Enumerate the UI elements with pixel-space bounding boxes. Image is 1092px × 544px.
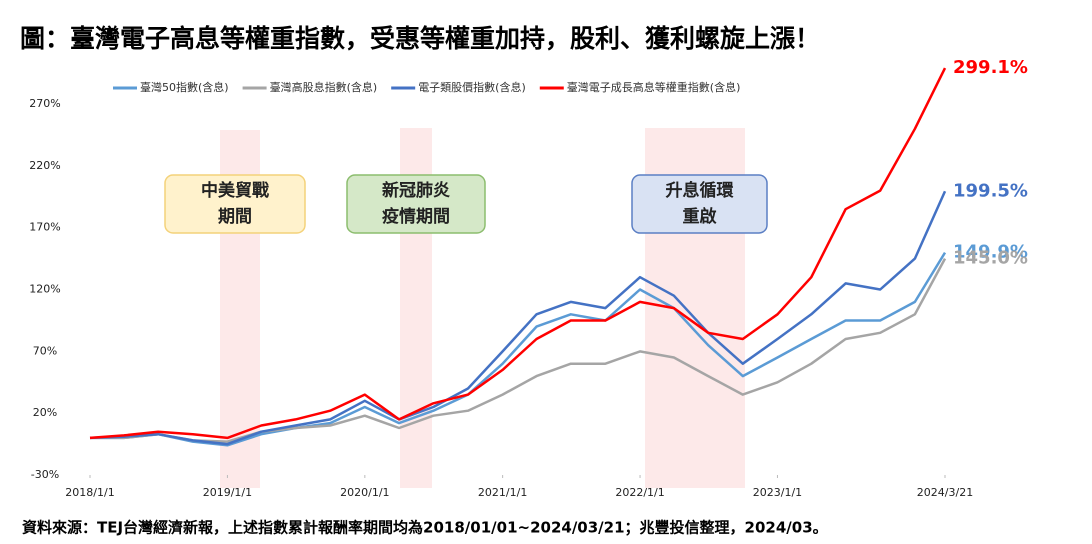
chart-title: 圖：臺灣電子高息等權重指數，受惠等權重加持，股利、獲利螺旋上漲！ xyxy=(20,24,820,53)
legend-label: 臺灣高股息指數(含息) xyxy=(270,80,378,94)
x-tick-label: 2020/1/1 xyxy=(340,486,389,499)
annotation-text: 中美貿戰 xyxy=(201,180,269,201)
annotation-box xyxy=(346,174,486,234)
series-line xyxy=(89,67,947,440)
value-label: 199.5% xyxy=(953,180,1028,201)
annotation-box xyxy=(164,174,306,234)
annotation-text: 重啟 xyxy=(683,206,718,227)
value-label: 149.9% xyxy=(953,242,1028,263)
legend-label: 臺灣50指數(含息) xyxy=(140,80,229,94)
x-tick-label: 2023/1/1 xyxy=(753,486,802,499)
y-tick-label: 170% xyxy=(29,221,60,234)
annotation-text: 升息循環 xyxy=(666,180,735,201)
y-tick-label: 220% xyxy=(29,159,60,172)
annotation-text: 期間 xyxy=(218,207,252,227)
value-label: 299.1% xyxy=(953,57,1028,78)
legend-label: 臺灣電子成長高息等權重指數(含息) xyxy=(567,80,741,94)
annotation-text: 新冠肺炎 xyxy=(382,180,450,201)
annotation-box xyxy=(631,174,768,234)
annotation-text: 疫情期間 xyxy=(382,206,450,227)
x-tick-label: 2024/3/21 xyxy=(917,486,973,499)
y-tick-label: 20% xyxy=(33,406,57,419)
x-tick-label: 2022/1/1 xyxy=(615,486,664,499)
series-line xyxy=(90,258,947,443)
series-line xyxy=(90,251,947,447)
x-tick-label: 2019/1/1 xyxy=(203,486,252,499)
legend-label: 電子類股價指數(含息) xyxy=(418,80,526,94)
x-tick-label: 2021/1/1 xyxy=(478,486,527,499)
y-tick-label: 120% xyxy=(29,283,60,296)
x-tick-label: 2018/1/1 xyxy=(65,486,114,499)
y-tick-label: 270% xyxy=(29,97,60,110)
y-tick-label: 70% xyxy=(33,344,57,357)
source-note: 資料來源：TEJ台灣經濟新報，上述指數累計報酬率期間均為2018/01/01~2… xyxy=(22,519,828,537)
value-label: 145.0% xyxy=(953,248,1028,269)
y-tick-label: -30% xyxy=(31,468,59,481)
series-line xyxy=(89,190,947,446)
